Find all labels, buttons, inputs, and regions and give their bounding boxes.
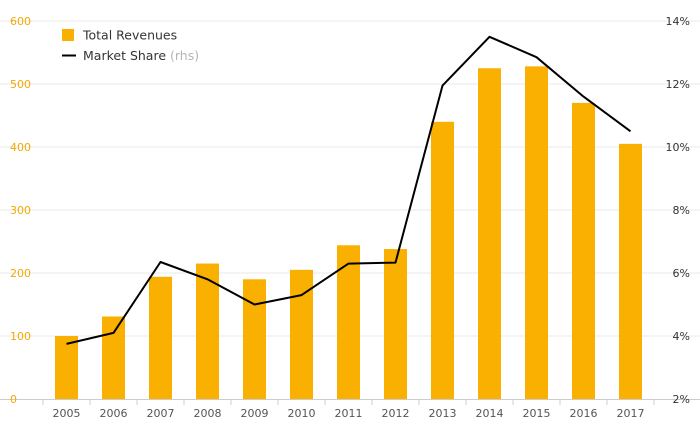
left-y-tick-label: 100 xyxy=(10,330,31,343)
market-share-line xyxy=(66,35,632,345)
left-y-tick-label: 600 xyxy=(10,15,31,28)
x-tick-label: 2014 xyxy=(476,407,504,420)
right-y-tick-label: 6% xyxy=(673,267,690,280)
x-tick-label: 2015 xyxy=(523,407,551,420)
right-y-tick-label: 4% xyxy=(673,330,690,343)
right-y-tick-label: 10% xyxy=(666,141,690,154)
left-y-tick-label: 400 xyxy=(10,141,31,154)
left-y-tick-label: 500 xyxy=(10,78,31,91)
right-y-axis: 2% 4% 6% 8% 10% 12% 14% xyxy=(666,15,690,406)
x-tick-label: 2009 xyxy=(241,407,269,420)
bar-2016 xyxy=(572,102,595,400)
x-tick-label: 2012 xyxy=(382,407,410,420)
bar-2017 xyxy=(619,143,642,399)
legend-market-share-note: (rhs) xyxy=(170,48,199,63)
bar-2011 xyxy=(337,245,360,399)
bar-2008 xyxy=(196,263,219,399)
x-tick-label: 2007 xyxy=(147,407,175,420)
x-tick-label: 2005 xyxy=(53,407,81,420)
x-tick-label: 2013 xyxy=(429,407,457,420)
bar-2005 xyxy=(55,336,78,399)
right-y-tick-label: 14% xyxy=(666,15,690,28)
bar-2009 xyxy=(243,279,266,399)
left-y-tick-label: 300 xyxy=(10,204,31,217)
bar-2015 xyxy=(525,66,548,400)
x-tick-label: 2016 xyxy=(570,407,598,420)
legend: Total Revenues Market Share (rhs) xyxy=(62,28,199,63)
left-y-tick-label: 200 xyxy=(10,267,31,280)
bar-2013 xyxy=(431,121,454,400)
legend-label-total-revenues: Total Revenues xyxy=(82,28,177,43)
legend-market-share-name: Market Share xyxy=(83,48,166,63)
right-y-tick-label: 8% xyxy=(673,204,690,217)
x-tick-label: 2008 xyxy=(194,407,222,420)
x-tick-label: 2006 xyxy=(100,407,128,420)
x-tick-label: 2017 xyxy=(617,407,645,420)
x-tick-label: 2010 xyxy=(288,407,316,420)
right-y-tick-label: 2% xyxy=(673,393,690,406)
revenue-bars xyxy=(55,66,642,400)
bar-2014 xyxy=(478,68,501,399)
bar-2012 xyxy=(384,249,407,399)
legend-swatch-total-revenues xyxy=(62,29,74,41)
left-y-tick-label: 0 xyxy=(10,393,17,406)
left-y-axis: 0 100 200 300 400 500 600 xyxy=(10,15,31,406)
bar-2007 xyxy=(149,276,172,399)
right-y-tick-label: 12% xyxy=(666,78,690,91)
bar-2010 xyxy=(290,269,313,399)
legend-label-market-share: Market Share (rhs) xyxy=(83,48,199,63)
market-share-line-layer xyxy=(66,35,632,345)
x-tick-label: 2011 xyxy=(335,407,363,420)
bar-2006 xyxy=(102,316,125,399)
x-axis: 2005 2006 2007 2008 2009 2010 2011 2012 2013 2014… xyxy=(0,399,700,420)
